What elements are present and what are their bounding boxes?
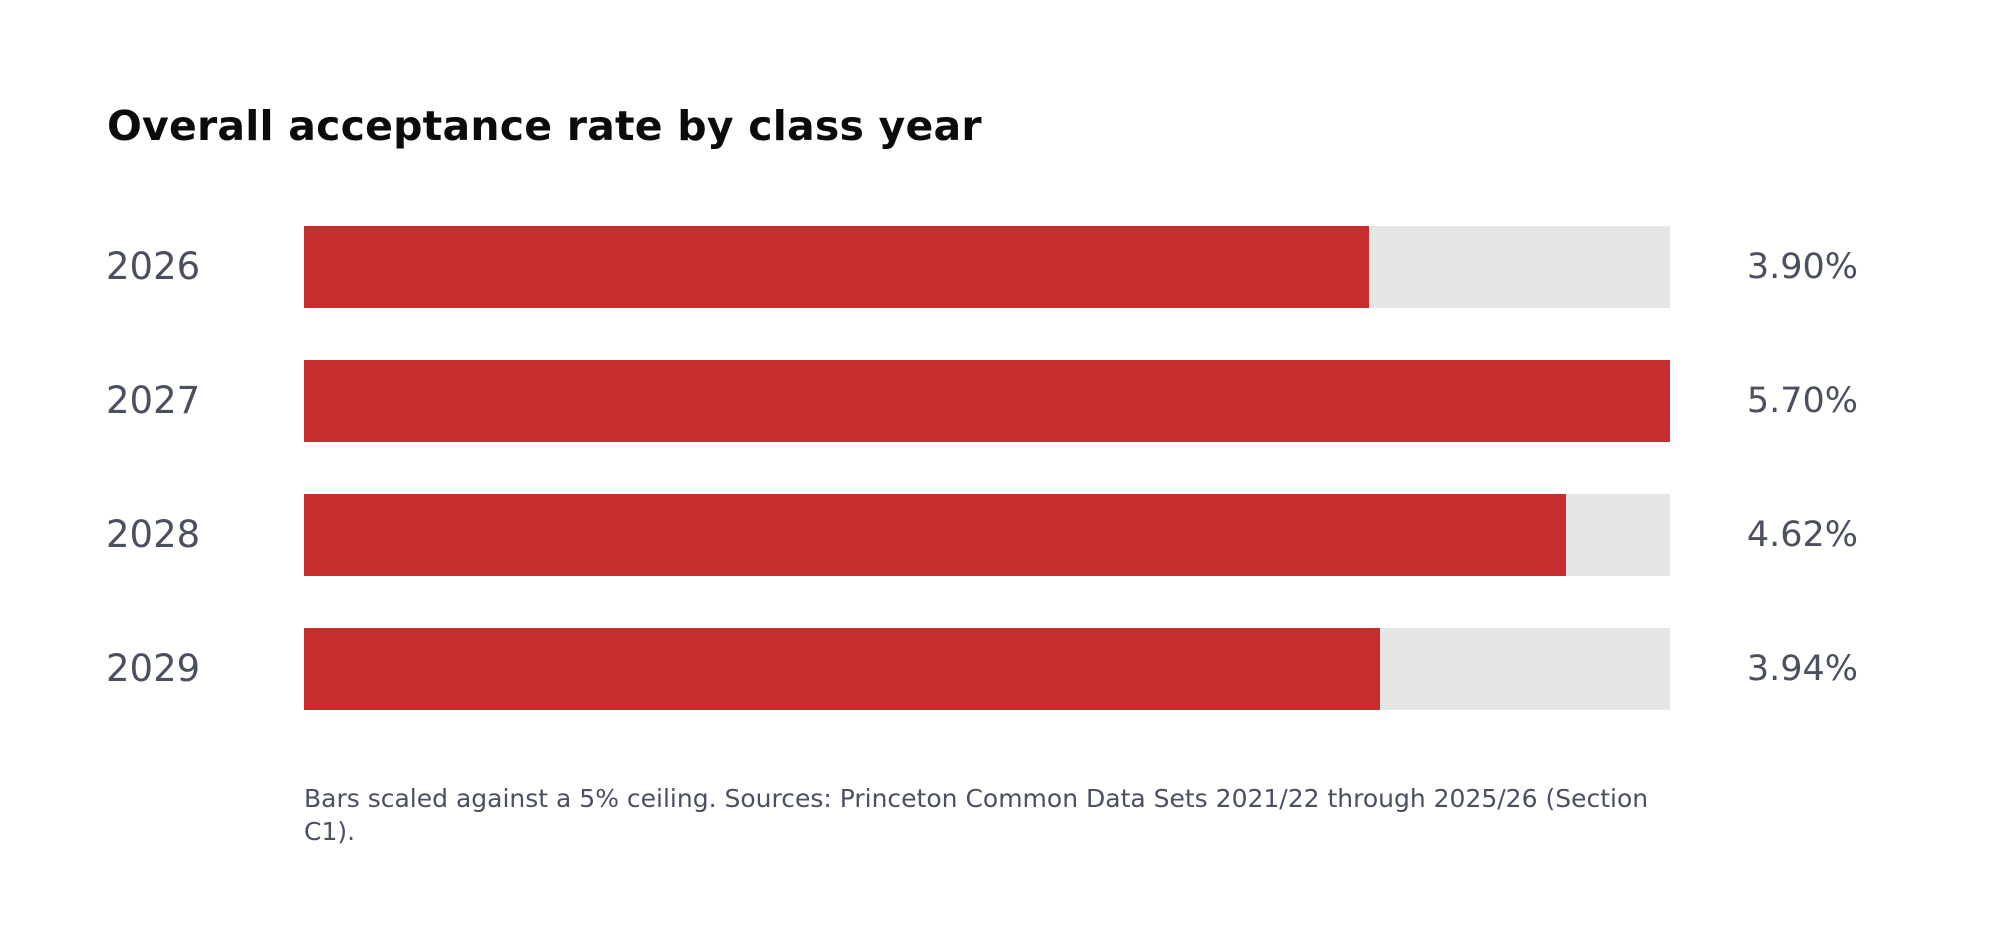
category-label: 2027	[106, 379, 201, 422]
category-label: 2026	[106, 245, 201, 288]
bar-fill	[304, 360, 1670, 442]
chart-footnote: Bars scaled against a 5% ceiling. Source…	[304, 784, 1649, 846]
bar-track	[304, 628, 1670, 710]
bar-row-2026: 2026 3.90%	[0, 226, 2000, 308]
bar-row-2027: 2027 5.70%	[0, 360, 2000, 442]
bar-track	[304, 494, 1670, 576]
chart-title: Overall acceptance rate by class year	[107, 102, 982, 150]
category-label: 2028	[106, 513, 201, 556]
bar-row-2029: 2029 3.94%	[0, 628, 2000, 710]
bar-row-2028: 2028 4.62%	[0, 494, 2000, 576]
value-label: 3.90%	[1746, 247, 1858, 287]
category-label: 2029	[106, 647, 201, 690]
bar-track	[304, 360, 1670, 442]
bar-track	[304, 226, 1670, 308]
bar-fill	[304, 226, 1369, 308]
bar-fill	[304, 494, 1566, 576]
value-label: 4.62%	[1746, 515, 1858, 555]
bar-fill	[304, 628, 1380, 710]
value-label: 3.94%	[1746, 649, 1858, 689]
value-label: 5.70%	[1746, 381, 1858, 421]
